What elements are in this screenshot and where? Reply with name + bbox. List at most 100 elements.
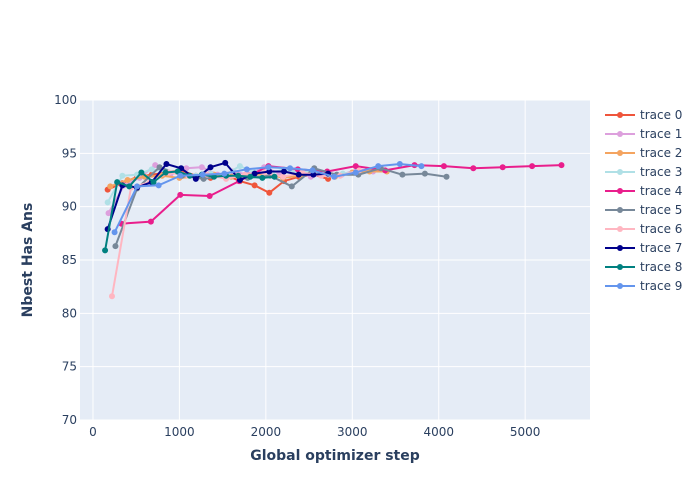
legend-label: trace 5	[640, 203, 682, 217]
data-point	[325, 175, 332, 182]
data-point	[155, 182, 162, 189]
legend-label: trace 9	[640, 279, 682, 293]
x-tick-label: 5000	[510, 425, 541, 439]
legend-item: trace 7	[605, 241, 682, 255]
data-point	[199, 171, 206, 178]
data-point	[206, 193, 213, 199]
legend-item: trace 9	[605, 279, 682, 293]
legend-label: trace 6	[640, 222, 682, 236]
y-tick-label: 95	[62, 146, 77, 160]
data-point	[243, 166, 250, 173]
y-axis-title: Nbest Has Ans	[20, 203, 36, 318]
data-point	[162, 169, 169, 176]
legend-marker	[617, 226, 623, 232]
data-point	[259, 174, 266, 181]
x-tick-label: 0	[89, 425, 97, 439]
series-layer	[102, 159, 565, 300]
data-point	[236, 163, 243, 170]
y-tick-label: 80	[62, 306, 77, 320]
data-point	[295, 171, 302, 178]
x-tick-label: 2000	[251, 425, 282, 439]
legend-item: trace 4	[605, 184, 682, 198]
data-point	[111, 229, 118, 236]
data-point	[558, 162, 565, 169]
y-tick-label: 70	[62, 413, 77, 427]
data-point	[112, 243, 119, 250]
data-point	[251, 170, 258, 177]
data-point	[177, 172, 184, 179]
legend-marker	[617, 207, 623, 213]
data-point	[119, 172, 126, 179]
y-tick-label: 90	[62, 200, 77, 214]
data-point	[396, 161, 403, 167]
data-point	[421, 170, 428, 177]
legend-marker	[617, 169, 623, 175]
data-point	[192, 175, 199, 182]
data-point	[150, 179, 157, 186]
data-point	[156, 164, 163, 171]
data-point	[251, 182, 258, 189]
x-tick-label: 4000	[423, 425, 454, 439]
data-point	[108, 293, 115, 300]
series-line	[121, 164, 562, 225]
legend-label: trace 4	[640, 184, 682, 198]
legend-item: trace 5	[605, 203, 682, 217]
legend-item: trace 8	[605, 260, 682, 274]
y-axis-ticks: 70 75 80 85 90 95 100	[54, 93, 77, 427]
legend-marker	[617, 188, 623, 194]
legend-label: trace 3	[640, 165, 682, 179]
data-point	[126, 183, 133, 190]
data-point	[352, 163, 359, 170]
data-point	[280, 173, 287, 180]
data-point	[105, 210, 112, 217]
data-point	[198, 164, 205, 171]
legend-item: trace 6	[605, 222, 682, 236]
data-point	[287, 165, 294, 172]
data-point	[114, 179, 121, 186]
data-point	[440, 163, 447, 170]
legend-item: trace 1	[605, 127, 682, 141]
legend-item: trace 3	[605, 165, 682, 179]
data-point	[210, 173, 217, 180]
data-point	[418, 163, 425, 170]
data-point	[281, 168, 287, 175]
data-point	[147, 218, 154, 225]
x-axis-ticks: 0 1000 2000 3000 4000 5000	[89, 425, 540, 439]
data-point	[443, 173, 450, 180]
data-point	[529, 163, 536, 170]
data-point	[124, 177, 131, 183]
data-point	[288, 183, 295, 190]
data-point	[399, 171, 406, 178]
legend-marker	[617, 264, 623, 270]
legend-marker	[617, 245, 623, 251]
legend-item: trace 2	[605, 146, 682, 160]
data-point	[207, 164, 214, 171]
legend: trace 0 trace 1 trace 2 trace 3 trace 4 trace…	[605, 108, 682, 293]
data-point	[107, 183, 114, 190]
x-axis-title: Global optimizer step	[250, 448, 420, 464]
data-point	[265, 164, 272, 171]
data-point	[331, 173, 338, 180]
data-point	[375, 163, 382, 170]
data-point	[352, 169, 359, 176]
legend-label: trace 1	[640, 127, 682, 141]
series-line	[106, 161, 329, 230]
legend-item: trace 0	[605, 108, 682, 122]
data-point	[499, 164, 506, 171]
data-point	[163, 161, 170, 167]
data-point	[266, 189, 273, 196]
data-point	[102, 247, 109, 254]
legend-label: trace 2	[640, 146, 682, 160]
y-tick-label: 100	[54, 93, 77, 107]
legend-marker	[617, 131, 623, 137]
x-tick-label: 1000	[164, 425, 195, 439]
data-point	[222, 159, 229, 166]
legend-label: trace 8	[640, 260, 682, 274]
data-point	[104, 199, 111, 206]
data-point	[221, 170, 228, 177]
y-tick-label: 85	[62, 253, 77, 267]
data-point	[235, 172, 242, 179]
grid	[80, 99, 590, 421]
data-point	[271, 173, 278, 180]
